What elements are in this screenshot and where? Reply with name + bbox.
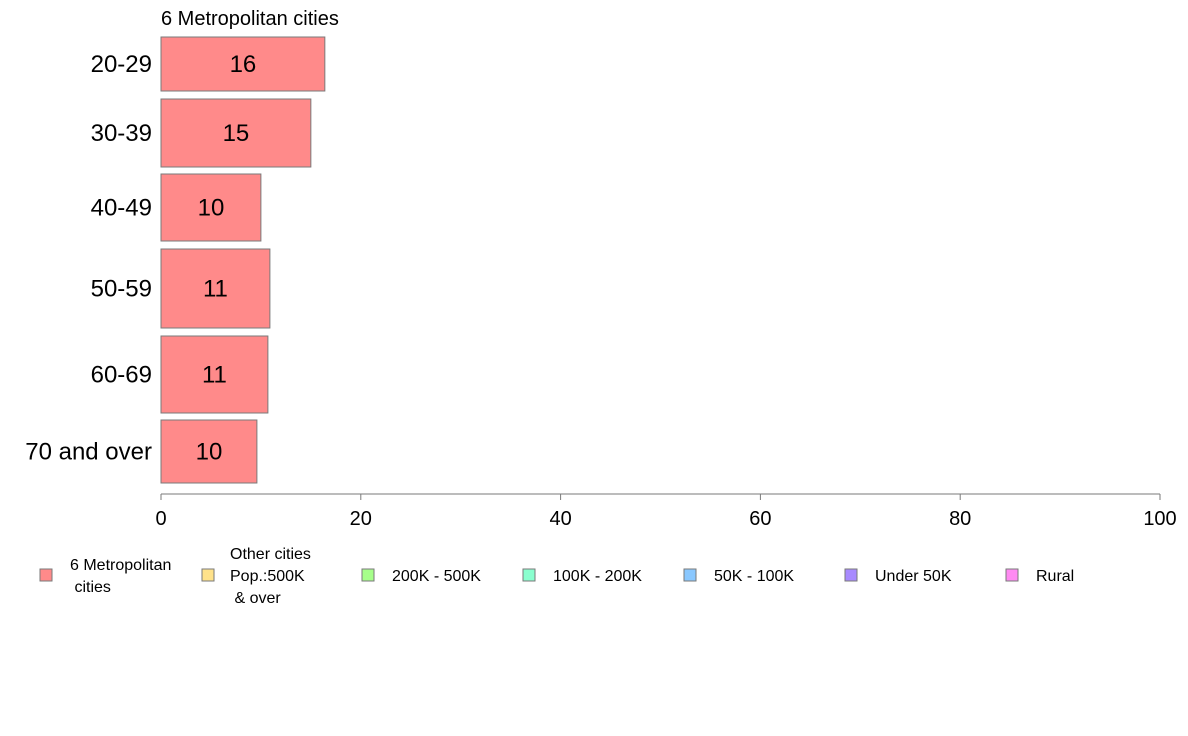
legend-label: 100K - 200K (553, 568, 642, 585)
legend-item: 50K - 100K (683, 568, 794, 585)
x-tick-label: 60 (749, 508, 771, 530)
legend-swatch (844, 568, 858, 582)
bar-60-69 (160, 335, 269, 414)
legend-item: 100K - 200K (522, 568, 642, 585)
category-label: 30-39 (91, 120, 152, 147)
x-tick-label: 100 (1143, 508, 1176, 530)
bars: 20-29 16 30-39 15 40-49 10 50-59 11 60-69 11 70 an… (25, 36, 326, 484)
category-label: 60-69 (91, 362, 152, 389)
bar-value-label: 15 (223, 120, 250, 147)
bar-20-29 (160, 36, 326, 92)
bar-value-label: 11 (202, 362, 227, 389)
legend-label: cities (70, 579, 111, 596)
legend-swatch (683, 568, 697, 582)
legend-label: Rural (1036, 568, 1074, 585)
category-label: 20-29 (91, 51, 152, 78)
category-label: 50-59 (91, 276, 152, 303)
legend-item: 200K - 500K (361, 568, 481, 585)
bar-value-label: 10 (198, 195, 225, 222)
legend-swatch (522, 568, 536, 582)
legend-label: 200K - 500K (392, 568, 481, 585)
legend-label: 6 Metropolitan (70, 557, 171, 574)
legend-label: Pop.:500K (230, 568, 305, 585)
x-tick-label: 0 (155, 508, 166, 530)
bar-30-39 (160, 98, 312, 168)
legend-item: Rural (1005, 568, 1074, 585)
legend-swatch (39, 568, 53, 582)
x-tick-label: 80 (949, 508, 971, 530)
panel-title: 6 Metropolitan cities (161, 8, 339, 30)
legend-swatch (361, 568, 375, 582)
legend-swatch (201, 568, 215, 582)
legend-item: Under 50K (844, 568, 952, 585)
legend-label: Other cities (230, 546, 311, 563)
legend: 6 Metropolitan cities Other cities Pop.:50… (39, 546, 1074, 607)
bar-40-49 (160, 173, 262, 242)
bar-value-label: 16 (230, 51, 257, 78)
legend-label: 50K - 100K (714, 568, 794, 585)
legend-swatch (1005, 568, 1019, 582)
legend-label: & over (230, 590, 281, 607)
bar-50-59 (160, 248, 271, 329)
bar-value-label: 11 (203, 276, 228, 303)
legend-item: Other cities Pop.:500K & over (201, 546, 311, 607)
x-axis: 0 20 40 60 80 100 (155, 493, 1177, 530)
bar-70-and-over (160, 419, 258, 484)
legend-label: Under 50K (875, 568, 952, 585)
category-label: 40-49 (91, 195, 152, 222)
x-tick-label: 40 (549, 508, 571, 530)
x-tick-label: 20 (350, 508, 372, 530)
legend-item: 6 Metropolitan cities (39, 557, 171, 596)
category-label: 70 and over (25, 439, 152, 466)
bar-value-label: 10 (196, 439, 223, 466)
